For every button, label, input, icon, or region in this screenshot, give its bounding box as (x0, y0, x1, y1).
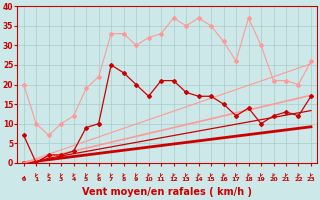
X-axis label: Vent moyen/en rafales ( km/h ): Vent moyen/en rafales ( km/h ) (82, 187, 252, 197)
